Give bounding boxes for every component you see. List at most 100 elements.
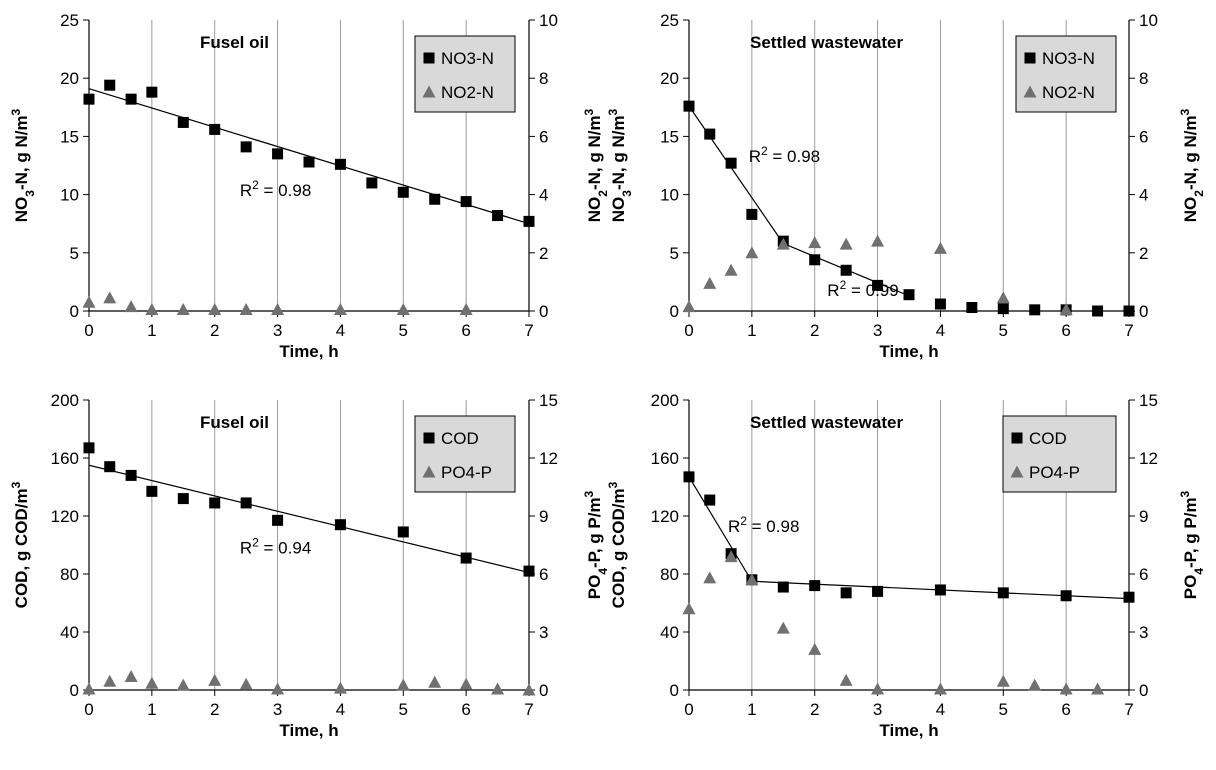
data-point-triangle (933, 682, 947, 695)
data-point-triangle (745, 573, 759, 586)
data-point-square (1123, 591, 1135, 603)
data-point-triangle (808, 642, 822, 655)
y-tick-label-right: 6 (539, 127, 548, 146)
data-point-square (177, 116, 189, 128)
y-tick-label-left: 200 (651, 391, 679, 410)
data-point-square (209, 497, 221, 509)
data-point-square (397, 526, 409, 538)
data-point-square (272, 148, 284, 160)
y-tick-label-left: 15 (660, 127, 679, 146)
y-tick-label-right: 3 (539, 623, 548, 642)
y-tick-label-left: 0 (670, 302, 679, 321)
y-tick-label-left: 40 (660, 623, 679, 642)
data-point-square (746, 208, 758, 220)
x-axis-label: Time, h (879, 342, 938, 361)
data-point-square (334, 158, 346, 170)
y-tick-label-left: 25 (60, 11, 79, 30)
legend-marker-square (1011, 432, 1023, 444)
data-point-square (523, 565, 535, 577)
legend-marker-square (423, 432, 435, 444)
data-point-triangle (839, 237, 853, 250)
data-point-triangle (871, 682, 885, 695)
legend: COD PO4-P (1002, 415, 1117, 493)
data-point-triangle (871, 234, 885, 247)
data-point-square (934, 584, 946, 596)
y-axis-label-line: COD, g COD/m3 (9, 481, 31, 608)
x-axis-label: Time, h (279, 721, 338, 740)
data-point-square (809, 580, 821, 592)
legend-label: NO2-N (1042, 83, 1095, 102)
data-point-square (366, 177, 378, 189)
x-axis-label: Time, h (279, 342, 338, 361)
y-tick-label-left: 200 (51, 391, 79, 410)
x-tick-label: 5 (999, 700, 1008, 719)
data-point-square (704, 494, 716, 506)
x-tick-label: 1 (147, 700, 156, 719)
y-tick-label-left: 40 (60, 623, 79, 642)
y-tick-label-right: 0 (1139, 302, 1148, 321)
y-axis-label-right: NO2-N, g N/m3 (1178, 108, 1206, 222)
data-point-triangle (1059, 682, 1073, 695)
legend-label: COD (1029, 429, 1067, 448)
series-po4-p (682, 550, 1105, 695)
data-point-triangle (459, 303, 473, 316)
data-point-square (146, 485, 158, 497)
x-tick-label: 5 (399, 700, 408, 719)
data-point-triangle (808, 236, 822, 249)
y-axis-label-right: PO4-P, g P/m3 (1178, 490, 1206, 599)
y-tick-label-left: 80 (60, 565, 79, 584)
x-tick-label: 2 (210, 700, 219, 719)
data-point-triangle (491, 682, 505, 695)
data-point-triangle (428, 675, 442, 688)
x-tick-label: 4 (336, 700, 345, 719)
data-point-square (240, 497, 252, 509)
data-point-triangle (208, 673, 222, 686)
x-tick-label: 6 (1061, 700, 1070, 719)
y-tick-label-left: 25 (660, 11, 679, 30)
y-tick-label-right: 0 (539, 681, 548, 700)
y-tick-label-left: 0 (70, 302, 79, 321)
legend-label: NO3-N (1042, 49, 1095, 68)
y-tick-label-right: 8 (1139, 69, 1148, 88)
legend-box (1002, 415, 1117, 493)
data-point-square (397, 186, 409, 198)
data-point-triangle (1091, 682, 1105, 695)
data-point-triangle (745, 246, 759, 259)
data-point-square (683, 471, 695, 483)
panel-title: Fusel oil (200, 413, 269, 432)
data-point-triangle (996, 674, 1010, 687)
data-point-square (1029, 304, 1041, 316)
data-point-triangle (208, 303, 222, 316)
x-tick-label: 7 (524, 700, 533, 719)
x-tick-label: 2 (810, 321, 819, 340)
x-tick-label: 6 (461, 321, 470, 340)
y-axis-label-line: NO3-N, g N/m3 (606, 108, 634, 222)
data-point-triangle (703, 571, 717, 584)
x-tick-label: 6 (1061, 321, 1070, 340)
y-tick-label-right: 10 (539, 11, 558, 30)
y-tick-label-left: 0 (70, 681, 79, 700)
data-point-triangle (145, 676, 159, 689)
data-point-square (934, 298, 946, 310)
data-point-triangle (176, 678, 190, 691)
data-point-square (303, 156, 315, 168)
data-point-square (997, 587, 1009, 599)
trendline (88, 464, 530, 574)
x-tick-label: 0 (84, 321, 93, 340)
data-point-triangle (145, 303, 159, 316)
panel-title: Fusel oil (200, 33, 269, 52)
data-point-triangle (933, 241, 947, 254)
data-point-square (240, 141, 252, 153)
legend-marker-square (423, 52, 435, 64)
x-tick-label: 6 (461, 700, 470, 719)
panel-title: Settled wastewater (750, 413, 903, 432)
x-tick-label: 3 (273, 700, 282, 719)
data-point-square (209, 123, 221, 135)
y-tick-label-left: 15 (60, 127, 79, 146)
x-tick-label: 4 (336, 321, 345, 340)
x-tick-label: 2 (810, 700, 819, 719)
data-point-square (125, 469, 137, 481)
